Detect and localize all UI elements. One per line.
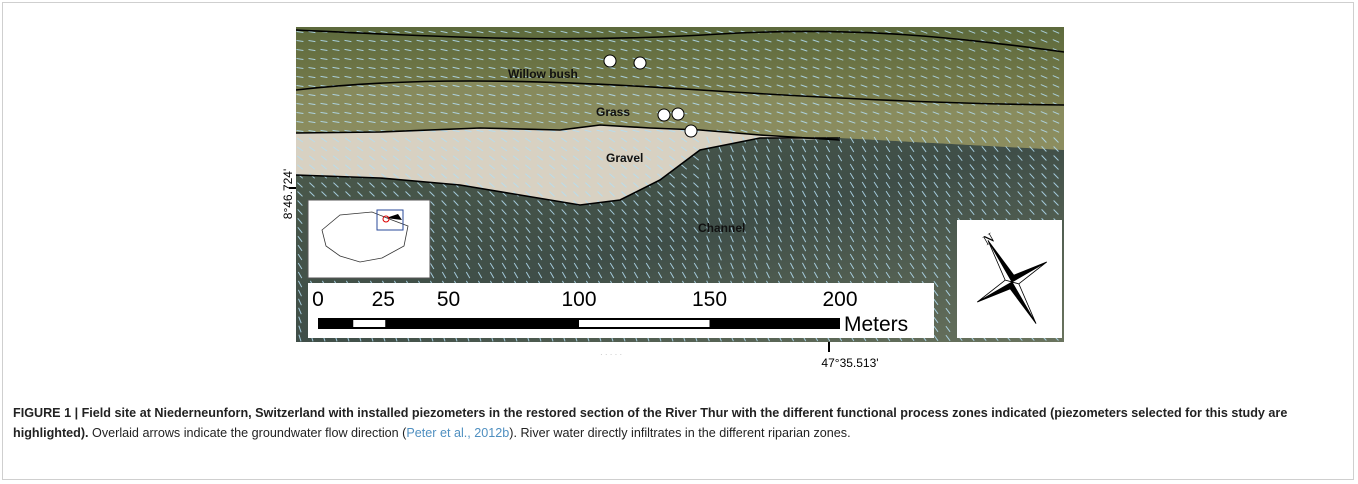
zone-label: Gravel bbox=[606, 151, 643, 165]
zone-label: Grass bbox=[596, 105, 630, 119]
scale-unit: Meters bbox=[844, 313, 908, 336]
scale-tick-label: 200 bbox=[822, 288, 857, 311]
citation-link[interactable]: Peter et al., 2012b bbox=[406, 426, 509, 440]
caption-text: ). River water directly infiltrates in t… bbox=[509, 426, 850, 440]
scale-tick-label: 50 bbox=[437, 288, 460, 311]
aerial-map: Willow bush Grass Gravel Channel 0 25 50 10… bbox=[296, 27, 1071, 344]
scale-tick-label: 0 bbox=[312, 288, 324, 311]
longitude-label: 47°35.513' bbox=[821, 356, 878, 370]
scale-tick-label: 150 bbox=[692, 288, 727, 311]
figure: Willow bush Grass Gravel Channel 0 25 50 10… bbox=[0, 0, 1358, 400]
figure-caption: FIGURE 1 | Field site at Niederneunforn,… bbox=[13, 404, 1343, 443]
zone-label: Channel bbox=[698, 221, 745, 235]
scale-bar-segment bbox=[579, 320, 710, 327]
caption-text: Overlaid arrows indicate the groundwater… bbox=[89, 426, 407, 440]
latitude-label: 8°46.724' bbox=[281, 169, 295, 219]
zone-label: Willow bush bbox=[508, 67, 578, 81]
scale-bar-segment bbox=[353, 320, 385, 327]
scale-tick-label: 100 bbox=[561, 288, 596, 311]
svg-text:· · · · ·: · · · · · bbox=[600, 350, 622, 359]
scale-tick-label: 25 bbox=[372, 288, 395, 311]
